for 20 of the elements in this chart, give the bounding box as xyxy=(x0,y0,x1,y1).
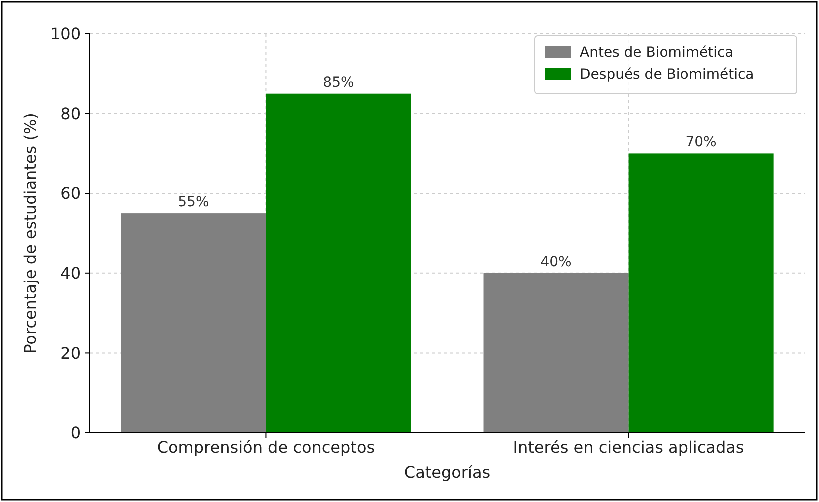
y-tick-label: 40 xyxy=(60,264,81,283)
y-tick-label: 0 xyxy=(70,424,81,443)
legend-label: Después de Biomimética xyxy=(580,66,754,83)
data-label: 85% xyxy=(323,74,354,91)
y-tick-label: 80 xyxy=(60,104,81,124)
y-tick-label: 20 xyxy=(60,344,81,363)
y-tick-label: 100 xyxy=(50,24,81,44)
bar xyxy=(266,94,412,433)
x-tick-label: Interés en ciencias aplicadas xyxy=(513,438,744,457)
bar xyxy=(121,214,266,433)
x-tick-label: Comprensión de conceptos xyxy=(157,438,376,457)
data-label: 40% xyxy=(540,254,572,270)
y-tick-label: 60 xyxy=(60,184,81,204)
data-label: 55% xyxy=(178,194,210,211)
bar xyxy=(484,273,629,433)
x-axis-title: Categorías xyxy=(404,463,491,482)
legend-label: Antes de Biomimética xyxy=(580,44,734,61)
bar xyxy=(628,154,774,433)
y-axis-title: Porcentaje de estudiantes (%) xyxy=(21,113,40,354)
data-label: 70% xyxy=(686,134,717,151)
